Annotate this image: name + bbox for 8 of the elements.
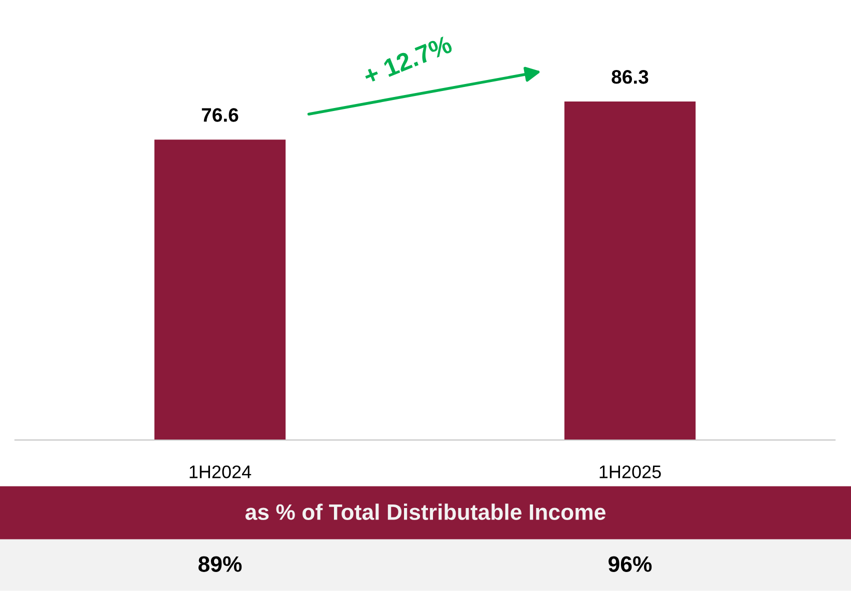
x-tick-label: 1H2024 [190, 465, 252, 478]
data-label: 76.6 [202, 108, 238, 122]
text: + 12.7% [362, 34, 454, 86]
text: as % of Total Distributable Income [245, 504, 606, 520]
data-label: 86.3 [612, 70, 648, 84]
text: 89% [198, 556, 242, 572]
x-tick-label: 1H2025 [600, 465, 661, 478]
text: 96% [608, 556, 652, 572]
